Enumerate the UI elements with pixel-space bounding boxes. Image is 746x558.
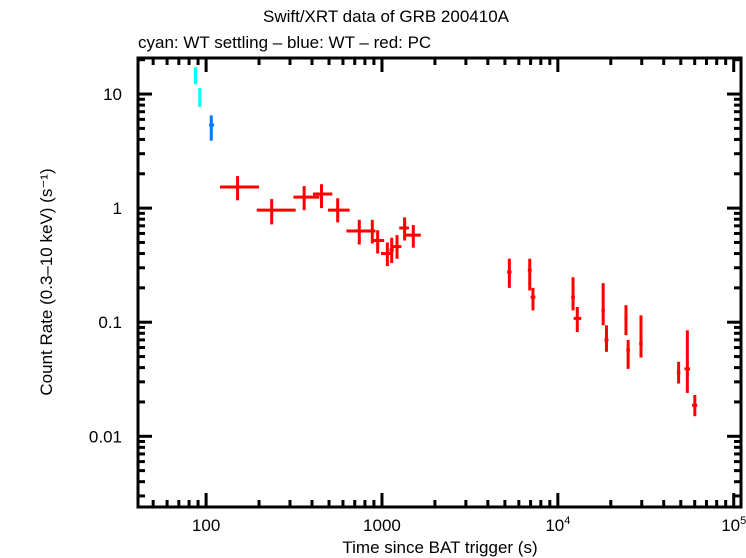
data-point	[684, 330, 691, 393]
data-point	[327, 198, 350, 223]
data-point	[692, 395, 698, 417]
y-tick-label: 0.01	[89, 427, 122, 446]
data-point	[601, 283, 605, 326]
data-point	[571, 277, 575, 311]
data-point	[399, 217, 409, 241]
data-point	[373, 230, 385, 254]
x-tick-label-exponent: 5	[740, 515, 746, 527]
data-point	[507, 258, 512, 288]
data-point	[676, 361, 681, 384]
plot-frame	[136, 56, 743, 509]
chart-subtitle: cyan: WT settling – blue: WT – red: PC	[138, 33, 431, 52]
data-point	[405, 225, 421, 248]
data-point	[639, 315, 643, 358]
data-point	[312, 184, 333, 209]
series-pc	[220, 176, 698, 417]
x-tick-label: 100	[192, 516, 220, 535]
x-tick-label: 104	[545, 515, 570, 535]
data-point	[389, 237, 394, 264]
x-tick-label-exponent: 4	[564, 515, 570, 527]
x-tick-label-base: 100	[192, 516, 220, 535]
data-point	[220, 176, 260, 201]
series-wt-settling	[193, 67, 202, 107]
chart-title: Swift/XRT data of GRB 200410A	[263, 7, 510, 26]
x-axis-label: Time since BAT trigger (s)	[342, 538, 537, 557]
series-wt	[209, 115, 215, 141]
data-point	[198, 87, 202, 107]
data-point	[209, 115, 215, 141]
data-point	[527, 258, 532, 291]
data-point	[530, 287, 536, 311]
data-point	[346, 219, 372, 245]
data-point	[193, 67, 197, 85]
x-tick-label-base: 1000	[363, 516, 401, 535]
data-point	[604, 325, 609, 352]
data-point	[626, 339, 630, 369]
y-tick-label: 1	[113, 199, 122, 218]
y-axis-label: Count Rate (0.3–10 keV) (s⁻¹)	[37, 168, 56, 395]
data-point	[293, 186, 320, 211]
x-tick-label: 105	[721, 515, 746, 535]
data-point	[256, 199, 296, 225]
data-point	[392, 235, 402, 259]
x-tick-label: 1000	[363, 516, 401, 535]
y-tick-label: 10	[103, 85, 122, 104]
data-point	[624, 305, 628, 336]
data-point	[369, 219, 376, 244]
x-tick-label-base: 10	[545, 516, 564, 535]
x-tick-label-base: 10	[721, 516, 740, 535]
data-point	[573, 306, 582, 333]
y-tick-label: 0.1	[98, 313, 122, 332]
